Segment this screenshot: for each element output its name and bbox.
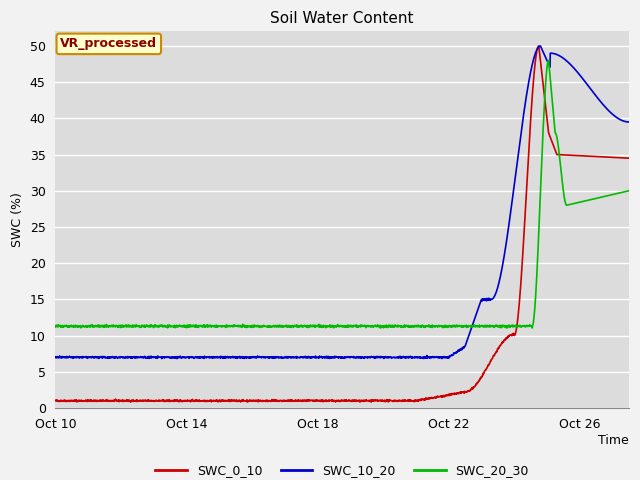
Title: Soil Water Content: Soil Water Content (270, 11, 414, 26)
Text: VR_processed: VR_processed (60, 37, 157, 50)
Legend: SWC_0_10, SWC_10_20, SWC_20_30: SWC_0_10, SWC_10_20, SWC_20_30 (150, 459, 534, 480)
X-axis label: Time: Time (598, 433, 629, 446)
Y-axis label: SWC (%): SWC (%) (11, 192, 24, 247)
